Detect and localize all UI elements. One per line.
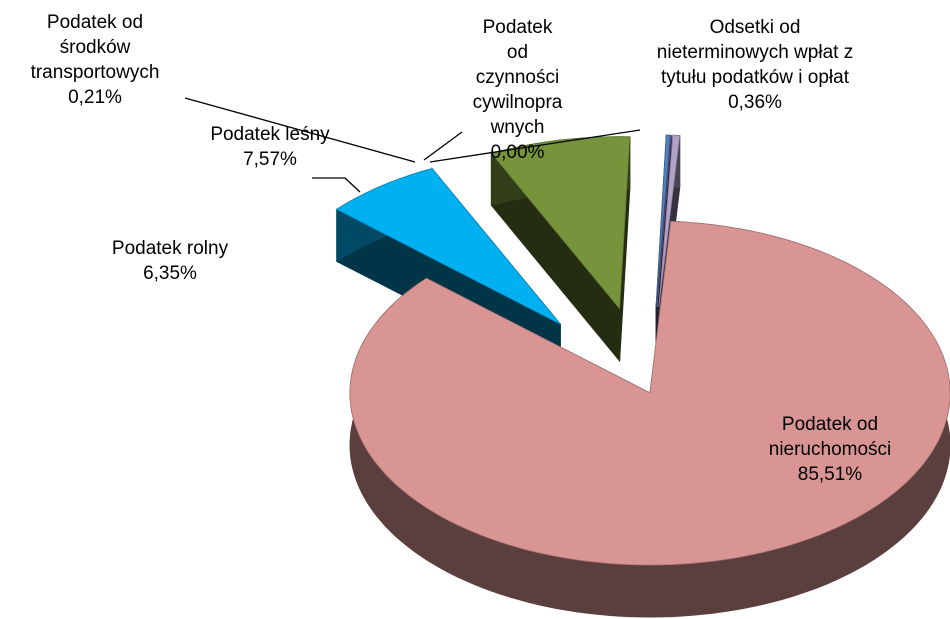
- slice-label: Podatek od środków transportowych 0,21%: [20, 10, 170, 110]
- slice-label: Podatek rolny 6,35%: [85, 236, 255, 286]
- category-label: Podatek leśny: [210, 124, 330, 145]
- slice-top: [658, 134, 681, 308]
- slice-label: Podatek od nieruchomości 85,51%: [740, 412, 920, 487]
- value-label: 0,00%: [490, 142, 545, 163]
- pie-slice: [490, 136, 631, 363]
- slices: [335, 134, 950, 618]
- value-label: 6,35%: [143, 263, 197, 284]
- leader-line: [312, 177, 361, 193]
- value-label: 0,21%: [68, 87, 122, 108]
- leader-lines: [184, 97, 641, 193]
- slice-top: [349, 220, 950, 566]
- slice-top: [490, 136, 631, 310]
- category-label: Podatek rolny: [111, 238, 229, 259]
- leader-line: [423, 131, 463, 161]
- slice-top: [335, 168, 561, 325]
- slice-label: Odsetki od nieterminowych wpłat z tytułu…: [650, 15, 860, 115]
- slice-label: Podatek leśny 7,57%: [180, 122, 360, 172]
- slice-label: Podatek od czynności cywilnoprawnych 0,00…: [470, 15, 565, 165]
- leader-line: [184, 97, 416, 163]
- category-label: Podatek od środków transportowych: [30, 12, 160, 83]
- pie-slice: [349, 220, 950, 618]
- value-label: 0,36%: [728, 92, 782, 113]
- category-label: Odsetki od nieterminowych wpłat z tytułu…: [656, 17, 854, 88]
- value-label: 7,57%: [243, 149, 297, 170]
- slice-top: [656, 135, 672, 308]
- leader-line: [429, 129, 641, 163]
- category-label: Podatek od nieruchomości: [768, 414, 892, 460]
- category-label: Podatek od czynności cywilnoprawnych: [472, 17, 563, 138]
- value-label: 85,51%: [797, 464, 863, 485]
- slice-top: [655, 134, 671, 308]
